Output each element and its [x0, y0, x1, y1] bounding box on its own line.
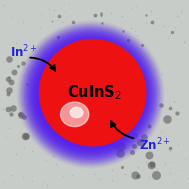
Ellipse shape	[60, 102, 89, 127]
Circle shape	[21, 25, 160, 164]
Circle shape	[86, 89, 96, 100]
Circle shape	[62, 66, 120, 123]
Circle shape	[28, 32, 154, 157]
Circle shape	[88, 92, 93, 97]
Circle shape	[55, 59, 126, 130]
Circle shape	[40, 44, 141, 145]
Circle shape	[54, 58, 127, 131]
Circle shape	[18, 21, 164, 168]
Circle shape	[82, 86, 100, 103]
Circle shape	[76, 79, 106, 110]
Circle shape	[53, 57, 129, 132]
Circle shape	[83, 87, 98, 102]
Circle shape	[45, 49, 136, 140]
Circle shape	[64, 68, 117, 121]
Circle shape	[23, 26, 159, 163]
Ellipse shape	[70, 107, 83, 118]
Circle shape	[52, 55, 130, 134]
Circle shape	[87, 91, 94, 98]
Circle shape	[32, 35, 150, 154]
Circle shape	[43, 47, 139, 142]
Circle shape	[19, 23, 163, 166]
Circle shape	[29, 33, 153, 156]
Circle shape	[44, 48, 137, 141]
Circle shape	[63, 67, 119, 122]
Circle shape	[50, 54, 131, 135]
Circle shape	[57, 60, 125, 129]
Text: CuInS$_2$: CuInS$_2$	[67, 83, 122, 102]
Circle shape	[59, 63, 122, 126]
Circle shape	[20, 24, 161, 165]
Circle shape	[70, 74, 111, 115]
Circle shape	[25, 29, 156, 160]
Circle shape	[72, 76, 110, 113]
Circle shape	[78, 82, 103, 107]
Circle shape	[34, 38, 147, 151]
Circle shape	[42, 45, 140, 144]
Circle shape	[77, 81, 105, 108]
Circle shape	[24, 28, 157, 161]
Circle shape	[67, 70, 115, 119]
Circle shape	[39, 43, 142, 146]
Text: In$^{2+}$: In$^{2+}$	[10, 44, 38, 60]
Text: Zn$^{2+}$: Zn$^{2+}$	[139, 136, 171, 153]
Circle shape	[74, 78, 107, 111]
Circle shape	[47, 50, 135, 139]
Circle shape	[60, 64, 121, 125]
Circle shape	[49, 53, 132, 136]
Circle shape	[30, 34, 151, 155]
Circle shape	[69, 73, 112, 116]
Circle shape	[33, 36, 149, 153]
Circle shape	[26, 30, 155, 159]
Circle shape	[79, 83, 102, 106]
Circle shape	[36, 40, 145, 149]
Circle shape	[81, 84, 101, 105]
Circle shape	[89, 93, 92, 96]
Circle shape	[84, 88, 97, 101]
Circle shape	[66, 69, 116, 120]
Circle shape	[39, 39, 146, 146]
Circle shape	[73, 77, 108, 112]
Circle shape	[48, 52, 134, 137]
Circle shape	[68, 72, 113, 117]
Circle shape	[38, 42, 144, 147]
Circle shape	[35, 39, 146, 150]
Circle shape	[58, 62, 123, 127]
